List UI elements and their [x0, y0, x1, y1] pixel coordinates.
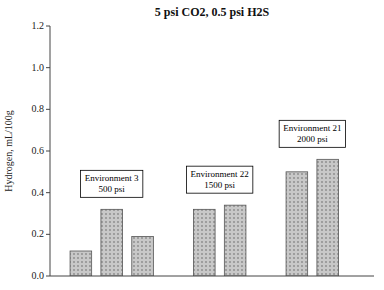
- y-tick: [46, 234, 50, 235]
- y-tick: [46, 276, 50, 277]
- annotations: Environment 3500 psi Environment 221500 p…: [81, 120, 346, 197]
- y-tick: [46, 192, 50, 193]
- bar: [101, 209, 123, 276]
- y-tick-label: 0.4: [32, 187, 45, 198]
- annotation-box: [81, 170, 143, 197]
- y-tick-label: 1.0: [32, 62, 45, 73]
- y-axis-label: Hydrogen, mL/100g: [3, 110, 14, 192]
- y-tick-label: 0.6: [32, 145, 45, 156]
- bar: [286, 172, 308, 276]
- y-tick-label: 0.8: [32, 103, 45, 114]
- annotation: Environment 221500 psi: [187, 166, 253, 193]
- annotation-text: Environment 212000 psi: [283, 123, 341, 144]
- annotation: Environment 3500 psi: [81, 170, 143, 197]
- y-tick: [46, 151, 50, 152]
- y-tick-label: 0.0: [32, 270, 45, 281]
- y-tick-label: 0.2: [32, 228, 45, 239]
- chart: 0.0 0.2 0.4 0.6 0.8 1.0 1.2 Environment 3500 ps…: [0, 0, 384, 290]
- bar: [224, 205, 246, 276]
- y-axis-line: [50, 26, 51, 276]
- bar: [317, 159, 339, 276]
- bar: [193, 209, 215, 276]
- bars: [70, 159, 338, 276]
- x-axis-line: [50, 276, 374, 277]
- annotation-text: Environment 221500 psi: [191, 169, 249, 190]
- y-tick: [46, 67, 50, 68]
- annotation-text: Environment 3500 psi: [85, 173, 139, 194]
- y-tick-label: 1.2: [32, 20, 45, 31]
- annotation-box: [279, 120, 345, 147]
- annotation-box: [187, 166, 253, 193]
- annotation: Environment 212000 psi: [279, 120, 345, 147]
- y-tick: [46, 109, 50, 110]
- y-axis: 0.0 0.2 0.4 0.6 0.8 1.0 1.2: [32, 20, 51, 281]
- title: 5 psi CO2, 0.5 psi H2S: [155, 5, 270, 19]
- y-tick: [46, 26, 50, 27]
- bar: [132, 236, 154, 276]
- bar: [70, 251, 92, 276]
